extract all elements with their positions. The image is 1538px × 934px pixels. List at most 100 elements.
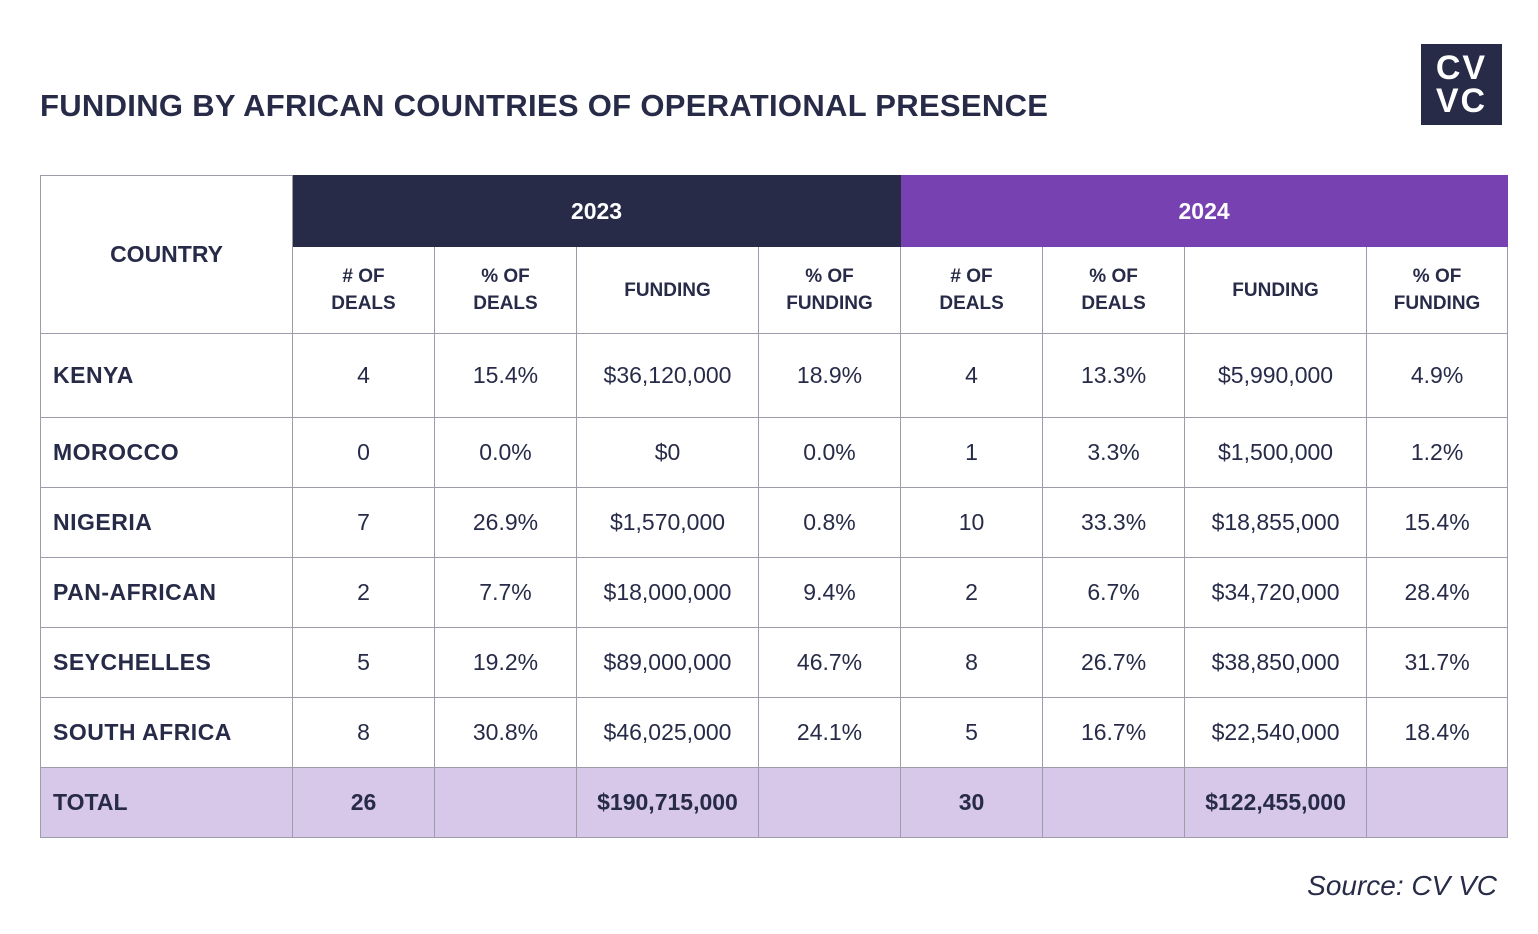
country-cell: KENYA: [40, 333, 293, 418]
table-row: SOUTH AFRICA 8 30.8% $46,025,000 24.1% 5 16.7%…: [40, 697, 1509, 768]
table-row: MOROCCO 0 0.0% $0 0.0% 1 3.3% $1,500,000 1.2%: [40, 417, 1509, 488]
subheader-line: FUNDING: [1393, 293, 1481, 314]
value-cell-y2024-deals-count: 10: [900, 487, 1044, 558]
country-column-header: COUNTRY: [40, 175, 293, 334]
total-label-cell: TOTAL: [40, 767, 293, 838]
subheader-line: # OF: [950, 266, 993, 287]
logo-line-2: VC: [1435, 81, 1488, 120]
total-cell-y2024-funding-percent: [1366, 767, 1509, 838]
cvvc-logo: CV VC: [1421, 44, 1502, 125]
value-cell-y2023-funding-percent: 18.9%: [757, 333, 902, 418]
value-cell-y2023-deals-count: 0: [292, 417, 435, 488]
value-cell-y2024-deals-percent: 3.3%: [1042, 417, 1186, 488]
total-cell-y2024-deals-percent: [1042, 767, 1186, 838]
value-cell-y2023-funding-percent: 0.8%: [757, 487, 902, 558]
value-cell-y2023-deals-count: 5: [292, 627, 435, 698]
logo-line-1: CV: [1435, 48, 1488, 87]
subheader-line: FUNDING: [1232, 279, 1319, 301]
value-cell-y2023-funding: $46,025,000: [576, 697, 759, 768]
total-cell-y2023-deals-percent: [434, 767, 577, 838]
table-row: SEYCHELLES 5 19.2% $89,000,000 46.7% 8 26.7% $3…: [40, 627, 1509, 698]
subheader-line: DEALS: [939, 293, 1004, 314]
subheader-2023-deals-count: # OF DEALS: [292, 246, 435, 334]
total-cell-y2023-funding: $190,715,000: [576, 767, 759, 838]
value-cell-y2023-deals-count: 2: [292, 557, 435, 628]
year-header-row: COUNTRY 2023 2024: [40, 175, 1509, 334]
value-cell-y2023-funding: $89,000,000: [576, 627, 759, 698]
value-cell-y2023-deals-count: 4: [292, 333, 435, 418]
value-cell-y2023-funding: $18,000,000: [576, 557, 759, 628]
subheader-2024-deals-percent: % OF DEALS: [1042, 246, 1186, 334]
value-cell-y2023-deals-percent: 0.0%: [434, 417, 577, 488]
value-cell-y2024-funding: $1,500,000: [1184, 417, 1368, 488]
value-cell-y2023-deals-percent: 19.2%: [434, 627, 577, 698]
value-cell-y2024-deals-percent: 6.7%: [1042, 557, 1186, 628]
table-body: KENYA 4 15.4% $36,120,000 18.9% 4 13.3% $5,990,…: [40, 333, 1509, 838]
subheader-2023-funding-percent: % OF FUNDING: [757, 246, 902, 334]
value-cell-y2023-funding-percent: 9.4%: [757, 557, 902, 628]
value-cell-y2024-funding-percent: 18.4%: [1366, 697, 1509, 768]
value-cell-y2024-deals-count: 4: [900, 333, 1044, 418]
value-cell-y2024-funding: $18,855,000: [1184, 487, 1368, 558]
value-cell-y2023-deals-percent: 30.8%: [434, 697, 577, 768]
value-cell-y2024-funding: $5,990,000: [1184, 333, 1368, 418]
subheader-2024-funding-percent: % OF FUNDING: [1366, 246, 1509, 334]
value-cell-y2024-deals-count: 8: [900, 627, 1044, 698]
total-cell-y2023-deals-count: 26: [292, 767, 435, 838]
subheader-line: FUNDING: [786, 293, 873, 314]
country-cell: PAN-AFRICAN: [40, 557, 293, 628]
value-cell-y2024-funding: $22,540,000: [1184, 697, 1368, 768]
total-row: TOTAL 26 $190,715,000 30 $122,455,000: [40, 767, 1509, 838]
page-title: FUNDING BY AFRICAN COUNTRIES OF OPERATIO…: [40, 88, 1049, 123]
table-row: NIGERIA 7 26.9% $1,570,000 0.8% 10 33.3% $18,85…: [40, 487, 1509, 558]
value-cell-y2024-funding-percent: 15.4%: [1366, 487, 1509, 558]
value-cell-y2024-deals-count: 2: [900, 557, 1044, 628]
subheader-line: # OF: [342, 266, 385, 287]
subheader-2024-deals-count: # OF DEALS: [900, 246, 1044, 334]
country-cell: SEYCHELLES: [40, 627, 293, 698]
value-cell-y2023-funding-percent: 24.1%: [757, 697, 902, 768]
subheader-row: # OF DEALS % OF DEALS FUNDING % OF FUNDING # OF…: [41, 246, 1509, 334]
subheader-line: DEALS: [473, 293, 538, 314]
value-cell-y2023-deals-count: 8: [292, 697, 435, 768]
value-cell-y2024-deals-percent: 26.7%: [1042, 627, 1186, 698]
value-cell-y2023-deals-percent: 7.7%: [434, 557, 577, 628]
year-2023-header: 2023: [291, 175, 902, 247]
value-cell-y2023-funding-percent: 0.0%: [757, 417, 902, 488]
value-cell-y2023-funding: $1,570,000: [576, 487, 759, 558]
value-cell-y2024-funding-percent: 28.4%: [1366, 557, 1509, 628]
country-cell: SOUTH AFRICA: [40, 697, 293, 768]
value-cell-y2023-funding-percent: 46.7%: [757, 627, 902, 698]
table-row: PAN-AFRICAN 2 7.7% $18,000,000 9.4% 2 6.7% $34,…: [40, 557, 1509, 628]
year-2024-header: 2024: [900, 175, 1509, 247]
value-cell-y2024-deals-percent: 33.3%: [1042, 487, 1186, 558]
value-cell-y2024-funding: $34,720,000: [1184, 557, 1368, 628]
subheader-line: DEALS: [331, 293, 396, 314]
value-cell-y2023-deals-percent: 15.4%: [434, 333, 577, 418]
subheader-line: % OF: [481, 266, 530, 287]
country-cell: MOROCCO: [40, 417, 293, 488]
subheader-line: FUNDING: [624, 279, 711, 301]
country-cell: NIGERIA: [40, 487, 293, 558]
value-cell-y2024-funding-percent: 1.2%: [1366, 417, 1509, 488]
value-cell-y2023-funding: $36,120,000: [576, 333, 759, 418]
value-cell-y2024-deals-percent: 16.7%: [1042, 697, 1186, 768]
value-cell-y2024-deals-percent: 13.3%: [1042, 333, 1186, 418]
source-note: Source: CV VC: [1307, 870, 1497, 901]
subheader-line: % OF: [805, 266, 854, 287]
subheader-2024-funding: FUNDING: [1184, 246, 1368, 334]
value-cell-y2024-deals-count: 5: [900, 697, 1044, 768]
total-cell-y2024-deals-count: 30: [900, 767, 1044, 838]
value-cell-y2024-funding-percent: 31.7%: [1366, 627, 1509, 698]
total-cell-y2023-funding-percent: [757, 767, 902, 838]
value-cell-y2023-deals-count: 7: [292, 487, 435, 558]
value-cell-y2023-funding: $0: [576, 417, 759, 488]
total-cell-y2024-funding: $122,455,000: [1184, 767, 1368, 838]
value-cell-y2024-deals-count: 1: [900, 417, 1044, 488]
subheader-line: DEALS: [1081, 293, 1146, 314]
subheader-line: % OF: [1089, 266, 1138, 287]
subheader-2023-deals-percent: % OF DEALS: [434, 246, 577, 334]
value-cell-y2024-funding: $38,850,000: [1184, 627, 1368, 698]
funding-table: COUNTRY 2023 2024 # OF DEALS% OF DEALS FUND…: [40, 175, 1509, 838]
table-row: KENYA 4 15.4% $36,120,000 18.9% 4 13.3% $5,990,…: [40, 333, 1509, 418]
